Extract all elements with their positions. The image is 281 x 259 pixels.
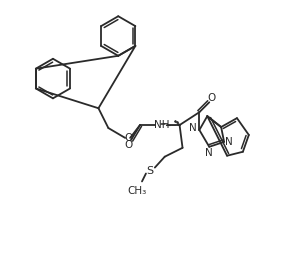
Text: O: O: [124, 140, 132, 150]
Text: S: S: [146, 166, 153, 176]
Text: N: N: [189, 123, 196, 133]
Text: O: O: [207, 93, 215, 103]
Text: CH₃: CH₃: [127, 186, 147, 196]
Text: O: O: [124, 133, 132, 143]
Text: N: N: [225, 137, 233, 147]
Text: NH: NH: [154, 120, 169, 130]
Text: N: N: [205, 148, 213, 158]
